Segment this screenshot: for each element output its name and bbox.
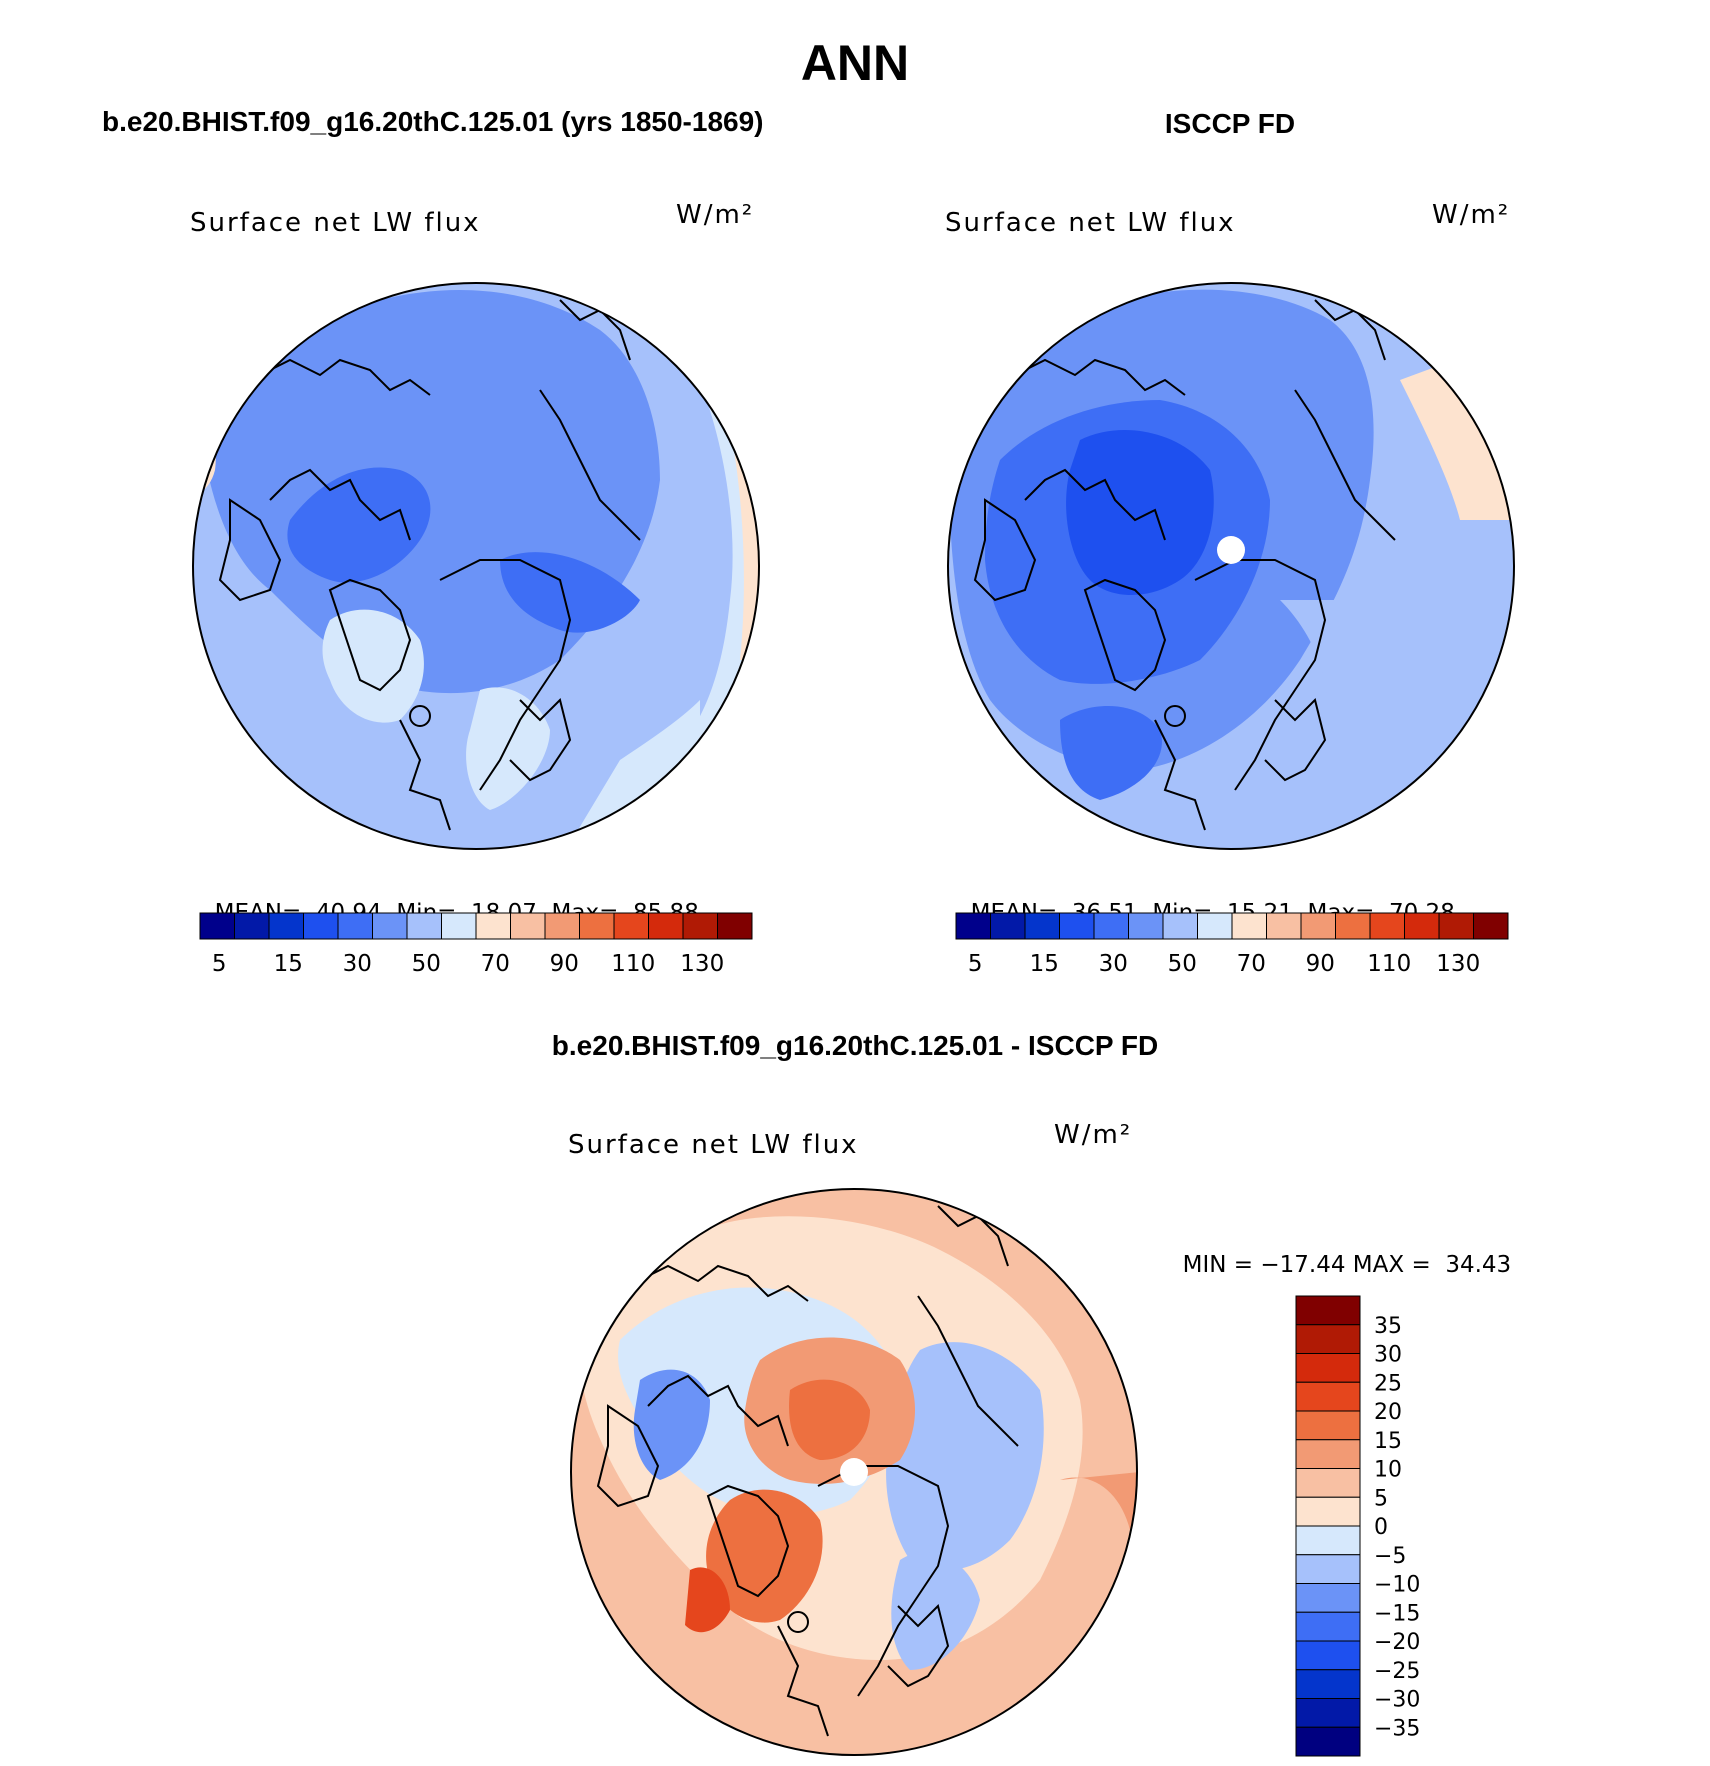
colorbar-swatch	[544, 912, 580, 940]
colorbar-tick-label: −10	[1374, 1573, 1420, 1598]
colorbar-swatch	[1295, 1353, 1361, 1383]
colorbar-tick-label: 35	[1374, 1314, 1402, 1339]
colorbar-tick-label: 5	[212, 951, 227, 977]
colorbar-swatch	[337, 912, 373, 940]
colorbar-swatch	[1295, 1554, 1361, 1584]
colorbar-swatch	[1295, 1410, 1361, 1441]
colorbar-tick-label: 0	[1374, 1515, 1388, 1540]
colorbar-swatch	[1295, 1496, 1361, 1527]
model-colorbar: 5 15 30 50 70 90 110 130	[199, 912, 753, 977]
diff-field-label: Surface net LW flux	[568, 1130, 859, 1160]
colorbar-swatch	[1295, 1324, 1361, 1354]
obs-colorbar: 5 15 30 50 70 90 110 130	[955, 912, 1509, 977]
colorbar-tick-label: 70	[1237, 951, 1266, 977]
obs-case-title: ISCCP FD	[1164, 108, 1296, 139]
colorbar-tick-label: −35	[1374, 1716, 1420, 1741]
colorbar-swatch	[199, 912, 235, 940]
colorbar-swatch	[648, 912, 684, 940]
colorbar-swatch	[475, 912, 511, 940]
colorbar-swatch	[234, 912, 270, 940]
colorbar-swatch	[717, 912, 753, 940]
colorbar-tick-label: 50	[412, 951, 441, 977]
colorbar-swatch	[1093, 912, 1129, 940]
colorbar-tick-label: 15	[1374, 1429, 1402, 1454]
figure-title: ANN	[800, 35, 910, 91]
colorbar-tick-label: 70	[481, 951, 510, 977]
diff-colorbar: 35 30 25 20 15 10 5 0 −5 −10 −15 −20 −25 −30 −35	[1295, 1295, 1420, 1757]
colorbar-tick-label: 10	[1374, 1458, 1402, 1483]
colorbar-swatch	[1059, 912, 1095, 940]
colorbar-swatch	[1295, 1640, 1361, 1671]
model-units: W/m²	[676, 200, 755, 230]
colorbar-swatch	[1295, 1583, 1361, 1613]
colorbar-tick-label: 110	[611, 951, 655, 977]
colorbar-swatch	[1295, 1726, 1361, 1757]
colorbar-swatch	[1295, 1468, 1361, 1498]
colorbar-swatch	[268, 912, 304, 940]
diff-units: W/m²	[1054, 1120, 1133, 1150]
colorbar-tick-label: 110	[1367, 951, 1411, 977]
colorbar-swatch	[1197, 912, 1233, 940]
colorbar-swatch	[1404, 912, 1440, 940]
colorbar-tick-label: 90	[1306, 951, 1335, 977]
colorbar-swatch	[1295, 1525, 1361, 1556]
obs-pole-hole	[1217, 536, 1245, 564]
colorbar-tick-label: −15	[1374, 1601, 1420, 1626]
diff-stats: MIN = −17.44 MAX = 34.43	[1182, 1252, 1512, 1278]
colorbar-swatch	[1024, 912, 1060, 940]
colorbar-tick-label: 5	[1374, 1486, 1388, 1511]
colorbar-swatch	[613, 912, 649, 940]
colorbar-swatch	[1295, 1611, 1361, 1642]
colorbar-tick-label: 30	[343, 951, 372, 977]
colorbar-tick-label: −30	[1374, 1688, 1420, 1713]
colorbar-tick-label: 25	[1374, 1371, 1402, 1396]
colorbar-swatch	[510, 912, 546, 940]
colorbar-tick-label: 30	[1099, 951, 1128, 977]
colorbar-swatch	[1295, 1669, 1361, 1699]
colorbar-swatch	[990, 912, 1026, 940]
diff-pole-hole	[840, 1458, 868, 1486]
colorbar-tick-label: −5	[1374, 1544, 1406, 1569]
colorbar-tick-label: 90	[550, 951, 579, 977]
colorbar-swatch	[406, 912, 442, 940]
model-map	[192, 282, 760, 850]
obs-units: W/m²	[1432, 200, 1511, 230]
model-field-label: Surface net LW flux	[190, 208, 481, 238]
colorbar-swatch	[1438, 912, 1474, 940]
diff-map	[570, 1188, 1138, 1756]
colorbar-swatch	[1128, 912, 1164, 940]
obs-field-label: Surface net LW flux	[945, 208, 1236, 238]
colorbar-swatch	[1295, 1295, 1361, 1326]
colorbar-tick-label: 30	[1374, 1343, 1402, 1368]
diff-case-title: b.e20.BHIST.f09_g16.20thC.125.01 - ISCCP…	[551, 1030, 1159, 1061]
colorbar-swatch	[1231, 912, 1267, 940]
colorbar-tick-label: 130	[680, 951, 724, 977]
colorbar-tick-label: −20	[1374, 1630, 1420, 1655]
colorbar-tick-label: 20	[1374, 1400, 1402, 1425]
colorbar-swatch	[1295, 1381, 1361, 1412]
colorbar-swatch	[303, 912, 339, 940]
colorbar-swatch	[1335, 912, 1371, 940]
colorbar-swatch	[441, 912, 477, 940]
colorbar-tick-label: −25	[1374, 1659, 1420, 1684]
colorbar-swatch	[372, 912, 408, 940]
colorbar-swatch	[955, 912, 991, 940]
colorbar-tick-label: 5	[968, 951, 983, 977]
colorbar-swatch	[1300, 912, 1336, 940]
colorbar-tick-label: 15	[274, 951, 303, 977]
colorbar-swatch	[682, 912, 718, 940]
colorbar-tick-label: 15	[1030, 951, 1059, 977]
colorbar-swatch	[1266, 912, 1302, 940]
colorbar-swatch	[579, 912, 615, 940]
colorbar-swatch	[1295, 1698, 1361, 1728]
model-case-title: b.e20.BHIST.f09_g16.20thC.125.01 (yrs 18…	[102, 106, 764, 137]
colorbar-swatch	[1295, 1439, 1361, 1469]
colorbar-tick-label: 50	[1168, 951, 1197, 977]
colorbar-swatch	[1473, 912, 1509, 940]
colorbar-tick-label: 130	[1436, 951, 1480, 977]
colorbar-swatch	[1162, 912, 1198, 940]
colorbar-swatch	[1369, 912, 1405, 940]
obs-map	[947, 282, 1515, 850]
